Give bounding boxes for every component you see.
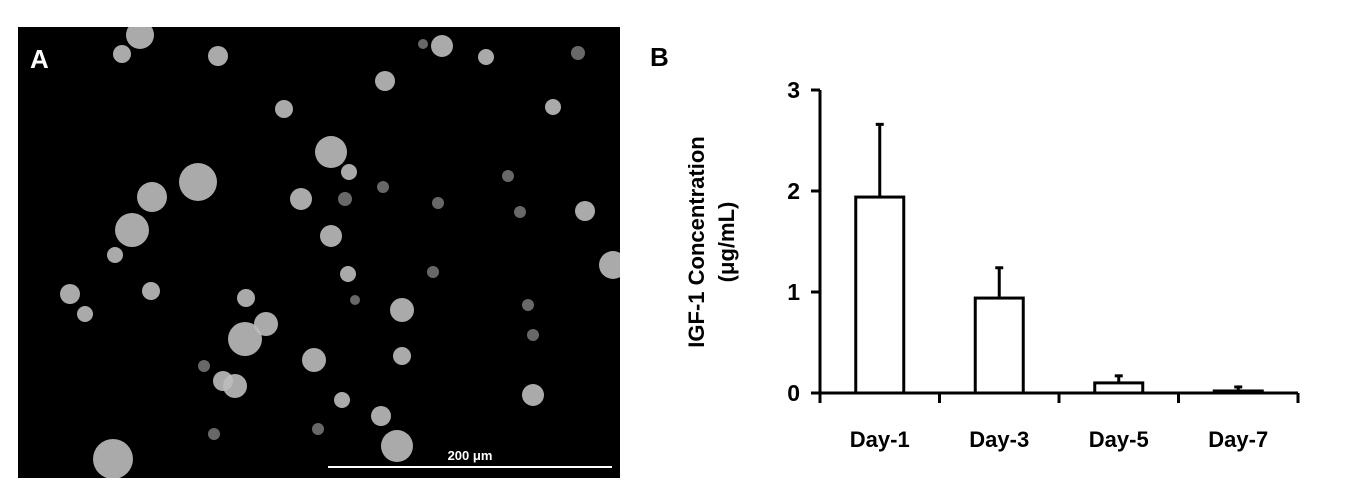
particle — [393, 347, 411, 365]
particle — [107, 247, 123, 263]
microscopy-image: 200 μm — [18, 27, 620, 478]
y-tick-label: 1 — [787, 279, 800, 305]
x-tick-label: Day-3 — [969, 427, 1029, 452]
particle — [418, 39, 428, 49]
particle — [312, 423, 324, 435]
x-tick-label: Day-1 — [850, 427, 910, 452]
particle — [113, 45, 131, 63]
particle — [381, 430, 413, 462]
particle — [126, 27, 154, 49]
bar-day-5 — [1093, 381, 1145, 395]
particle — [77, 306, 93, 322]
bar-day-3 — [973, 296, 1025, 395]
particle — [338, 192, 352, 206]
x-tick-label: Day-7 — [1208, 427, 1268, 452]
particle — [320, 225, 342, 247]
particle — [315, 136, 347, 168]
particle — [208, 428, 220, 440]
particle — [290, 188, 312, 210]
particle — [575, 201, 595, 221]
particle — [571, 46, 585, 60]
particle — [427, 266, 439, 278]
y-tick-label: 2 — [787, 178, 800, 204]
particle — [60, 284, 80, 304]
particle — [275, 100, 293, 118]
particle — [377, 181, 389, 193]
particle — [254, 312, 278, 336]
bar-day-7 — [1212, 389, 1264, 395]
particle — [527, 329, 539, 341]
particle — [545, 99, 561, 115]
particle — [478, 49, 494, 65]
y-axis-label-line2: (μg/mL) — [714, 202, 739, 283]
particle — [208, 46, 228, 66]
particle — [599, 251, 620, 279]
particle — [431, 35, 453, 57]
particle — [223, 374, 247, 398]
y-axis-label-line1: IGF-1 Concentration — [684, 136, 709, 347]
particle — [522, 384, 544, 406]
particle — [340, 266, 356, 282]
particle — [390, 298, 414, 322]
particle — [93, 439, 133, 478]
particle — [334, 392, 350, 408]
particle — [302, 348, 326, 372]
bar-day-1 — [854, 195, 906, 395]
particle — [371, 406, 391, 426]
particle — [502, 170, 514, 182]
particle — [115, 213, 149, 247]
particle — [237, 289, 255, 307]
panel-label-a: A — [30, 44, 49, 74]
y-tick-label: 0 — [787, 380, 800, 406]
particle — [341, 164, 357, 180]
x-tick-label: Day-5 — [1089, 427, 1149, 452]
particle — [228, 322, 262, 356]
particle — [522, 299, 534, 311]
particle — [432, 197, 444, 209]
particle — [137, 182, 167, 212]
particle — [198, 360, 210, 372]
particle — [350, 295, 360, 305]
y-tick-label: 3 — [787, 77, 800, 103]
panel-label-b: B — [650, 42, 669, 72]
particle — [142, 282, 160, 300]
particle — [375, 71, 395, 91]
scale-bar-label: 200 μm — [448, 448, 493, 463]
particle — [514, 206, 526, 218]
particle — [179, 163, 217, 201]
